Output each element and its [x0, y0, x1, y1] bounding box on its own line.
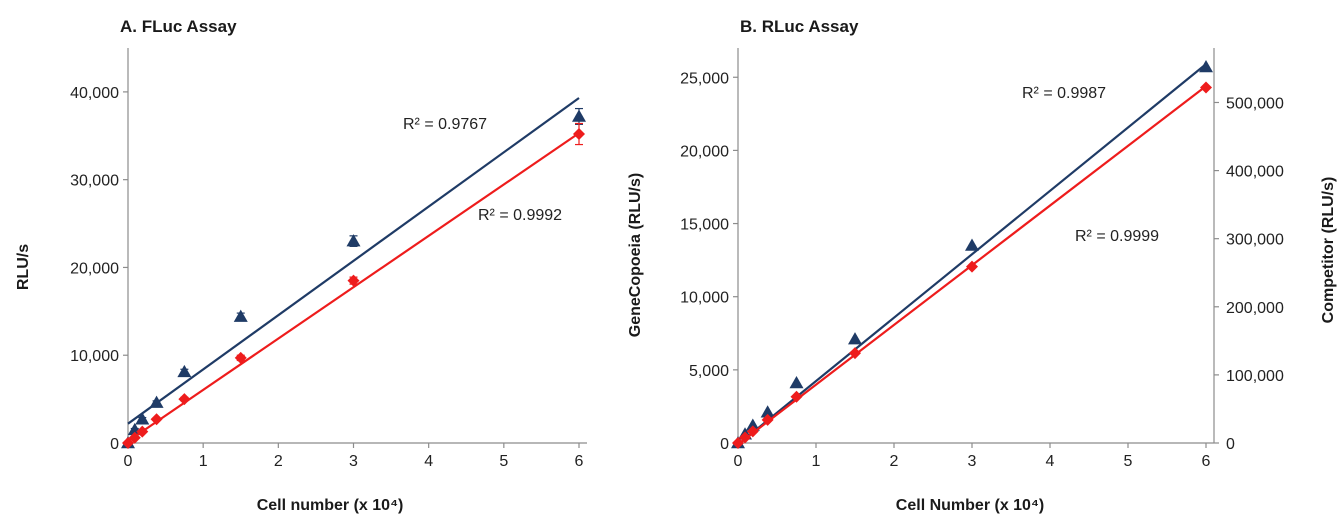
panel-a-y-tick-label: 20,000	[70, 260, 119, 277]
panel-a-series-2-point	[178, 393, 191, 406]
panel-b-y2-tick-label: 300,000	[1226, 232, 1284, 249]
panel-a-series-2-trendline	[127, 132, 580, 443]
panel-b-y-axis-label: GeneCopoeia (RLU/s)	[627, 173, 644, 337]
panel-b-series-1-r2-label: R² = 0.9987	[1022, 85, 1106, 102]
panel-b-series-2-point	[746, 425, 759, 438]
panel-a-x-tick-label: 5	[499, 453, 508, 470]
panel-b-series-2-point	[790, 390, 803, 403]
panel-b-series-1-point	[848, 332, 862, 345]
panel-b-series-1-point	[760, 405, 775, 418]
panel-a-series-1-point	[149, 395, 164, 408]
panel-b-series-2-point	[849, 347, 861, 360]
panel-a-series-1-trendline	[127, 97, 580, 425]
panel-a-y-tick-label: 0	[110, 436, 119, 453]
panel-a-title: A. FLuc Assay	[120, 17, 237, 36]
panel-b-series-2-point	[761, 413, 774, 426]
panel-b-y2-tick-label: 400,000	[1226, 164, 1284, 181]
panel-b-y2-tick-label: 200,000	[1226, 300, 1284, 317]
panel-b-x-tick-label: 3	[968, 453, 977, 470]
panel-a-series-2-r2-label: R² = 0.9992	[478, 207, 562, 224]
panel-a-series-2-point	[128, 431, 141, 444]
panel-a-series-1-point	[572, 109, 586, 122]
panel-b-series-1-point	[965, 238, 979, 251]
panel-a-series-1-point	[346, 234, 361, 247]
panel-a-y-tick-label: 30,000	[70, 173, 119, 190]
panel-b-x-tick-label: 2	[890, 453, 899, 470]
panel-b-y-tick-label: 0	[720, 436, 729, 453]
panel-b-plot: 05,00010,00015,00020,00025,0000100,00020…	[680, 48, 1284, 470]
panel-a-y-tick-label: 40,000	[70, 85, 119, 102]
panel-a-series-2-point	[347, 274, 360, 287]
panel-a-series-2-point	[573, 128, 585, 141]
panel-a-x-axis-label: Cell number (x 10⁴)	[257, 497, 404, 514]
panel-a-series-2-point	[122, 437, 134, 449]
panel-b-y-tick-label: 25,000	[680, 70, 729, 87]
panel-b-series-2-point	[966, 260, 978, 273]
panel-b-y2-tick-label: 100,000	[1226, 368, 1284, 385]
panel-b-x-tick-label: 5	[1124, 453, 1133, 470]
panel-a-series-1-r2-label: R² = 0.9767	[403, 116, 487, 133]
panel-b-x-axis-label: Cell Number (x 10⁴)	[896, 497, 1044, 514]
panel-b-series-2-point	[732, 437, 744, 449]
panel-a-series-2-point	[136, 425, 149, 438]
panel-b-title: B. RLuc Assay	[740, 17, 859, 36]
panel-a-x-tick-label: 3	[349, 453, 358, 470]
panel-b-series-1-point	[789, 376, 804, 389]
panel-a-series-1-point	[135, 412, 150, 425]
panel-b-y-tick-label: 10,000	[680, 290, 729, 307]
panel-a-series-1-point	[177, 364, 192, 378]
panel-b-series-2-point	[1200, 81, 1212, 94]
panel-b-x-tick-label: 0	[734, 453, 743, 470]
panel-a-y-axis-label: RLU/s	[15, 244, 32, 290]
panel-a-x-tick-label: 2	[274, 453, 283, 470]
panel-b-y-tick-label: 5,000	[689, 363, 729, 380]
panel-a-series-1-point	[233, 309, 248, 322]
panel-b-x-tick-label: 1	[812, 453, 821, 470]
panel-b-y2-tick-label: 500,000	[1226, 95, 1284, 112]
panel-a-series-2-point	[234, 351, 247, 364]
panel-b-series-2-point	[739, 431, 752, 444]
panel-a-y-tick-label: 10,000	[70, 348, 119, 365]
panel-b-series-1-trendline	[737, 63, 1207, 446]
panel-a-x-tick-label: 4	[424, 453, 433, 470]
panel-b-y-tick-label: 20,000	[680, 143, 729, 160]
panel-a-series-2-point	[150, 413, 163, 426]
panel-b-series-1-point	[1199, 60, 1213, 73]
panel-a-x-tick-label: 6	[575, 453, 584, 470]
panel-b-x-tick-label: 4	[1046, 453, 1055, 470]
panel-b-series-1-point	[745, 418, 760, 431]
panel-b-y-tick-label: 15,000	[680, 217, 729, 234]
panel-b-y2-axis-label: Competitor (RLU/s)	[1320, 177, 1337, 324]
panel-a-x-tick-label: 1	[199, 453, 208, 470]
panel-a-plot: 0 10,000 20,000 30,000 40,000 0 1 2 3 4 5 6 R² = 0.9…	[70, 48, 587, 470]
panel-b-x-tick-label: 6	[1202, 453, 1211, 470]
panel-b-series-2-r2-label: R² = 0.9999	[1075, 228, 1159, 245]
panel-a-x-tick-label: 0	[124, 453, 133, 470]
panel-b-y2-tick-label: 0	[1226, 436, 1235, 453]
